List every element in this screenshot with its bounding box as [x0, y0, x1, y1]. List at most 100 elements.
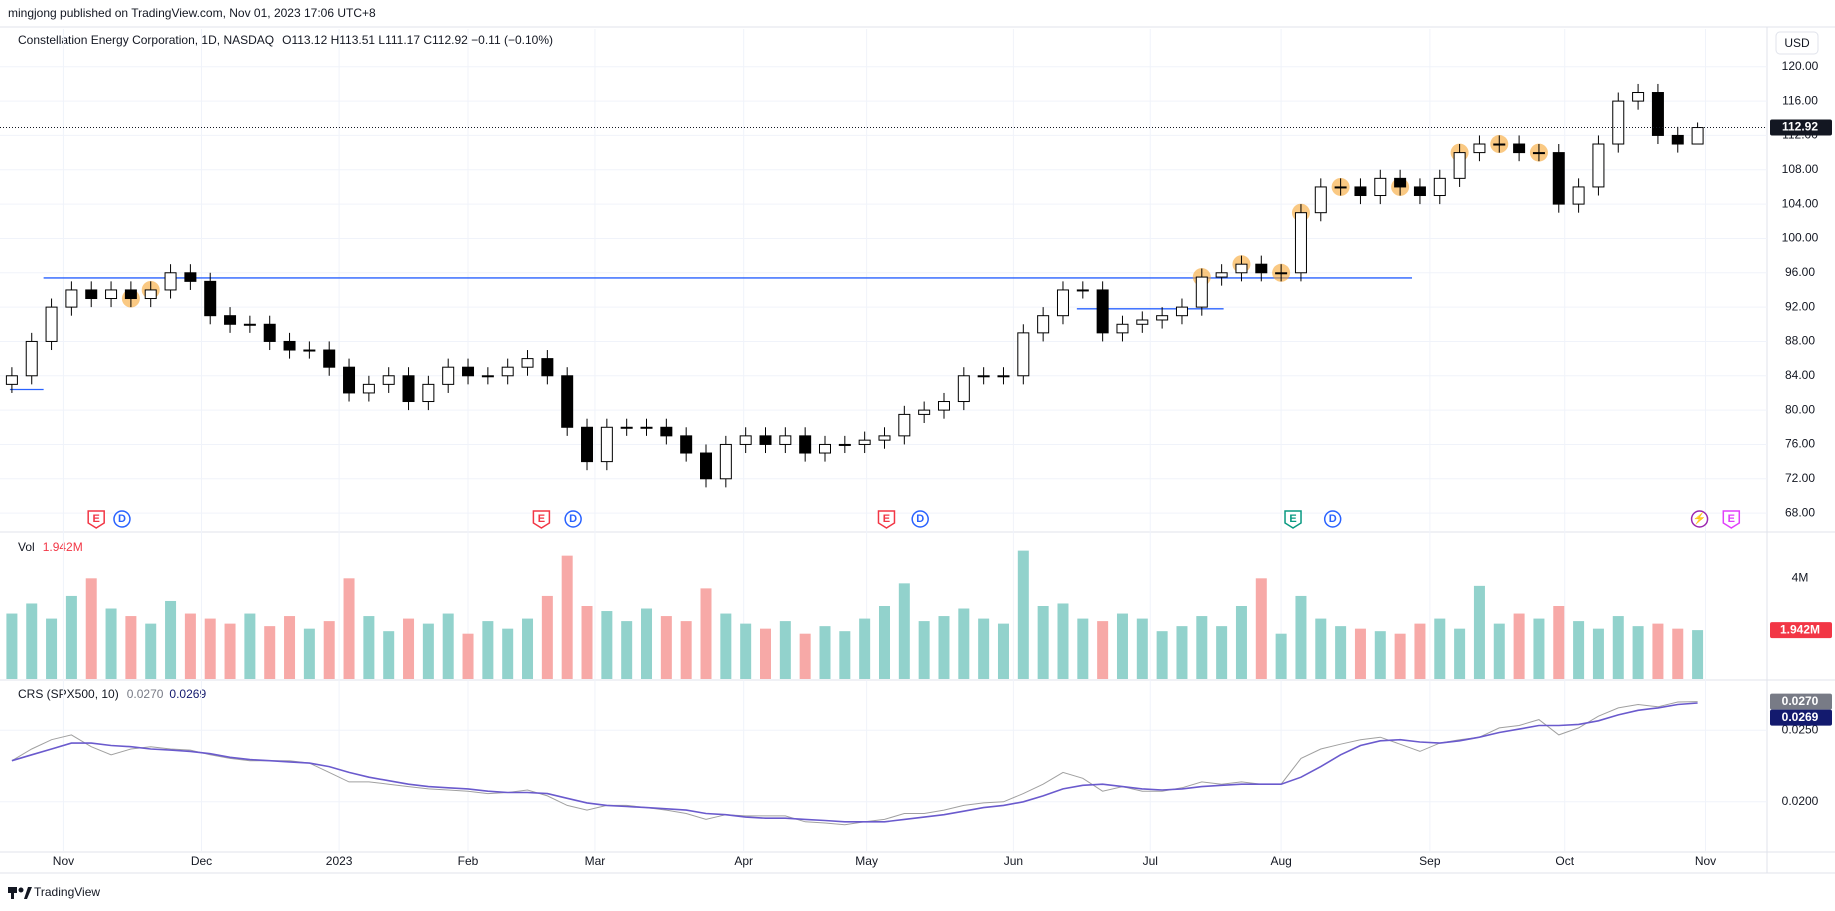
y-tick-label: 100.00 — [1782, 231, 1819, 245]
candle-body — [1671, 134, 1684, 145]
x-tick-label: Nov — [1695, 854, 1716, 868]
event-label: E — [1728, 513, 1735, 525]
candle-body — [680, 435, 693, 454]
volume-bar — [1533, 618, 1545, 679]
candle-body — [1195, 276, 1208, 308]
candle-body — [303, 349, 316, 352]
candle-body — [759, 435, 772, 445]
candle-body — [1037, 315, 1050, 334]
crs-line — [11, 702, 1698, 823]
last-price-tag-box — [1770, 119, 1832, 136]
volume-bar — [363, 616, 375, 679]
event-marker — [877, 510, 896, 529]
candle-body — [85, 289, 98, 300]
volume-bar — [184, 613, 196, 679]
y-tick-label: 80.00 — [1785, 402, 1815, 416]
volume-bar — [1493, 623, 1505, 679]
candle-body — [283, 340, 296, 351]
candle-body — [1592, 143, 1605, 188]
volume-bar — [85, 578, 97, 679]
crs-tag-box — [1770, 693, 1832, 710]
candle-body — [1294, 212, 1307, 274]
volume-bar — [1116, 613, 1128, 679]
candle-body — [204, 280, 217, 317]
candle-body — [1572, 186, 1585, 205]
volume-bar — [1553, 606, 1565, 679]
volume-bar — [700, 588, 712, 679]
crs-legend-value: 0.0269 — [169, 687, 206, 701]
volume-bar — [1513, 613, 1525, 679]
event-marker — [87, 510, 105, 529]
candle-body — [1453, 152, 1466, 179]
candle-body — [65, 289, 78, 308]
event-label: E — [538, 513, 545, 525]
volume-bar — [1652, 623, 1664, 679]
volume-bar — [1434, 618, 1446, 679]
volume-bar — [105, 608, 117, 679]
volume-bar — [462, 633, 474, 679]
volume-bar — [720, 613, 732, 679]
ohlc-values: O113.12 H113.51 L111.17 C112.92 −0.11 (−… — [282, 33, 553, 47]
currency-box[interactable] — [1775, 31, 1819, 55]
volume-tag-box — [1770, 622, 1832, 639]
event-label: E — [883, 513, 890, 525]
volume-bar — [561, 555, 573, 679]
candle-body — [481, 375, 494, 378]
volume-bar — [1275, 633, 1287, 679]
event-marker — [532, 510, 551, 529]
volume-bar — [1057, 603, 1069, 679]
candle-body — [1334, 186, 1347, 189]
volume-bar — [918, 621, 930, 679]
candle-body — [1017, 332, 1030, 377]
candle-body — [1056, 289, 1069, 317]
event-marker — [1690, 510, 1709, 528]
candle-body — [977, 375, 990, 378]
volume-bar — [6, 613, 18, 679]
volume-bar — [541, 595, 553, 679]
volume-bar — [760, 628, 772, 679]
crs-line — [11, 701, 1698, 826]
x-tick-label: Dec — [191, 854, 212, 868]
candle-body — [323, 349, 336, 368]
brand: TradingView — [34, 885, 100, 899]
candle-body — [1175, 306, 1188, 317]
x-tick-label: Mar — [585, 854, 606, 868]
volume-bar — [1156, 631, 1168, 679]
volume-bar — [1592, 628, 1604, 679]
event-marker — [564, 510, 582, 528]
x-tick-label: Feb — [458, 854, 479, 868]
candle-body — [144, 289, 157, 300]
volume-bar — [323, 621, 335, 679]
volume-bar — [1632, 626, 1644, 679]
event-marker — [1323, 510, 1342, 528]
y-tick-label: 92.00 — [1785, 299, 1815, 313]
volume-bar — [284, 616, 296, 679]
volume-bar — [958, 608, 970, 679]
candle-body — [818, 443, 831, 454]
volume-bar — [1672, 628, 1684, 679]
volume-legend: Vol — [18, 540, 35, 554]
volume-bar — [1374, 631, 1386, 679]
volume-bar — [601, 611, 613, 679]
candle-body — [700, 452, 713, 480]
volume-bar — [442, 613, 454, 679]
volume-bar — [1097, 621, 1109, 679]
volume-bar — [264, 626, 276, 679]
candle-body — [1136, 319, 1149, 325]
candle-body — [1374, 177, 1387, 197]
y-tick-label: 96.00 — [1785, 265, 1815, 279]
symbol-title: Constellation Energy Corporation, 1D, NA… — [18, 33, 274, 47]
candle-body — [799, 435, 812, 454]
candle-body — [1413, 186, 1426, 197]
candle-body — [858, 439, 871, 445]
candle-body — [878, 435, 891, 441]
candle-body — [25, 340, 38, 377]
volume-bar — [204, 618, 216, 679]
x-tick-label: May — [855, 854, 878, 868]
volume-bar — [779, 621, 791, 679]
last-price-tag: 112.92 — [1782, 120, 1818, 134]
volume-bar — [482, 621, 494, 679]
volume-bar — [165, 600, 177, 679]
volume-bar — [1196, 616, 1208, 679]
volume-bar — [819, 626, 831, 679]
